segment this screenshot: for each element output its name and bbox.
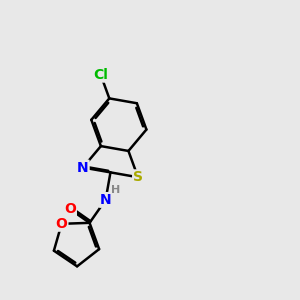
Text: H: H [112,185,121,196]
Text: O: O [56,217,68,231]
Text: N: N [100,193,111,207]
Text: O: O [64,202,76,216]
Text: S: S [133,170,143,184]
Text: Cl: Cl [93,68,108,82]
Text: N: N [77,160,89,175]
